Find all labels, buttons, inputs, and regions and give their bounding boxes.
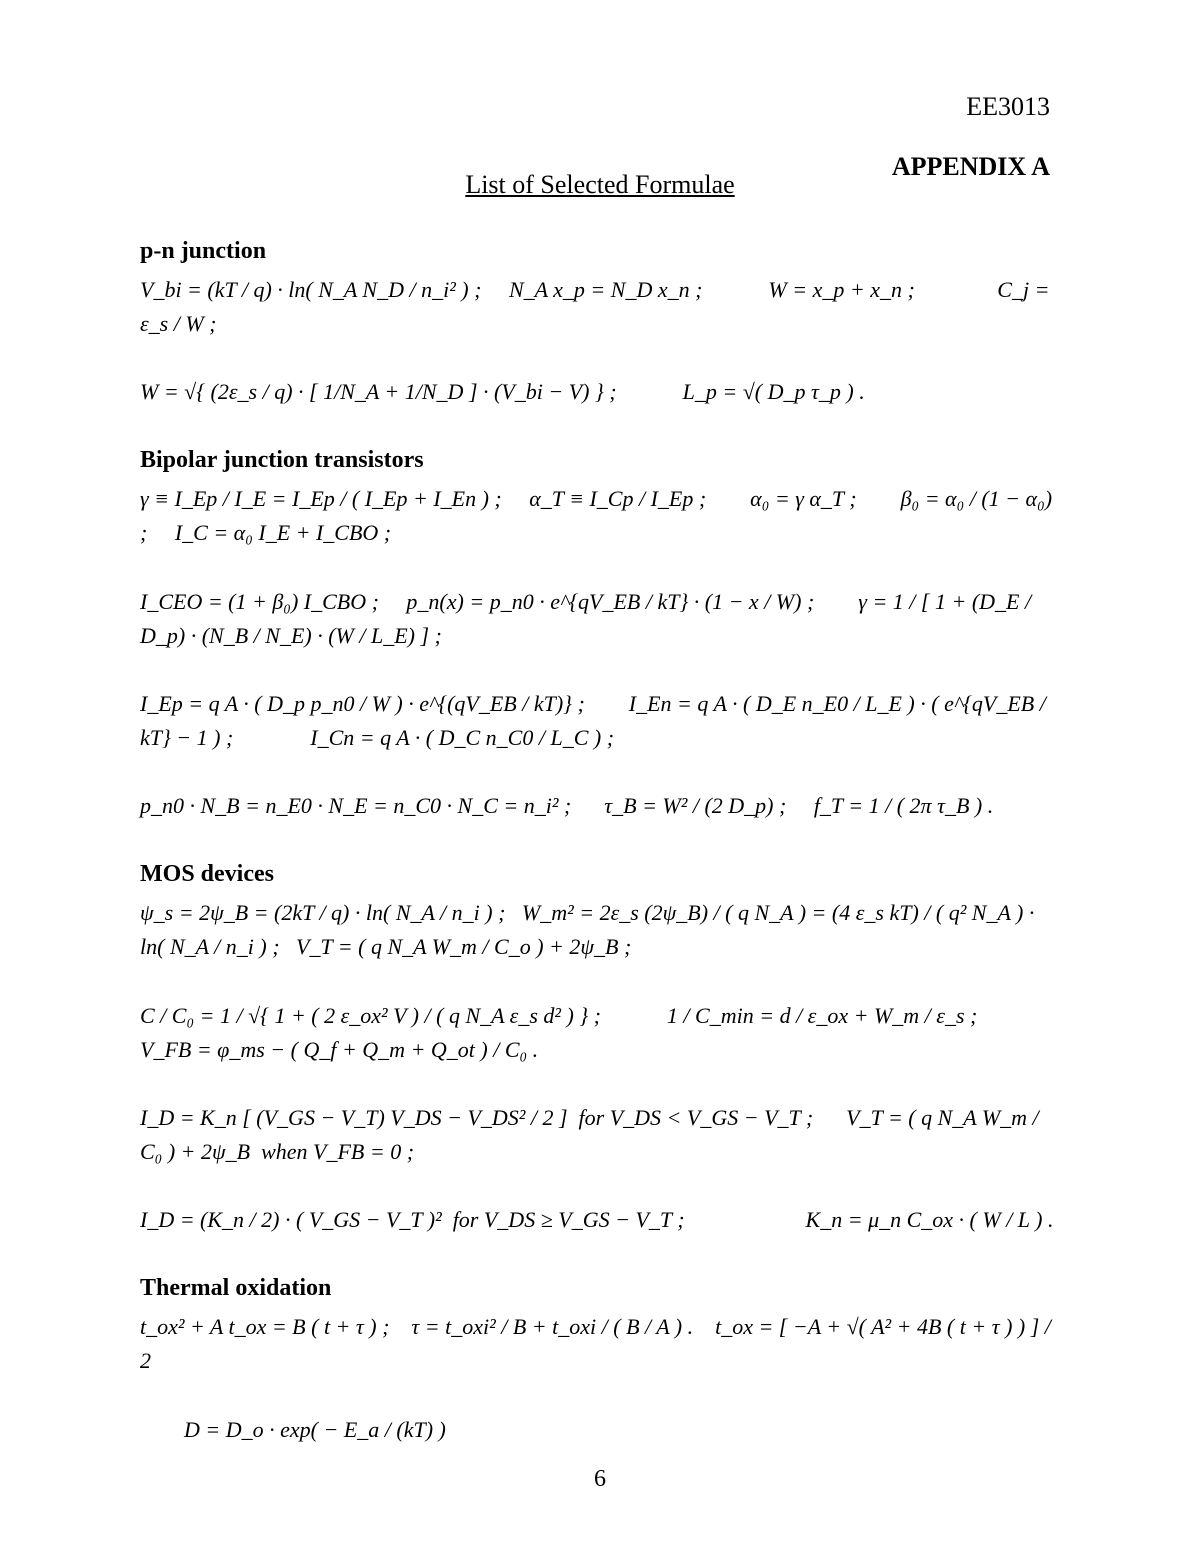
section-title-bjt: Bipolar junction transistors xyxy=(140,447,1060,474)
section-title-thermal: Thermal oxidation xyxy=(140,1275,1060,1302)
section-title-pn: p-n junction xyxy=(140,238,1060,265)
appendix-label: APPENDIX A xyxy=(892,152,1050,182)
course-code: EE3013 xyxy=(966,92,1050,122)
formulae-pn: V_bi = (kT / q) · ln( N_A N_D / n_i² ) ;… xyxy=(140,273,1060,409)
section-title-mos: MOS devices xyxy=(140,861,1060,888)
formulae-bjt: γ ≡ I_Ep / I_E = I_Ep / ( I_Ep + I_En ) … xyxy=(140,482,1060,823)
formulae-mos: ψ_s = 2ψ_B = (2kT / q) · ln( N_A / n_i )… xyxy=(140,896,1060,1237)
page-number: 6 xyxy=(0,1466,1200,1493)
page: EE3013 APPENDIX A List of Selected Formu… xyxy=(0,0,1200,1553)
formulae-thermal: t_ox² + A t_ox = B ( t + τ ) ; τ = t_oxi… xyxy=(140,1310,1060,1446)
